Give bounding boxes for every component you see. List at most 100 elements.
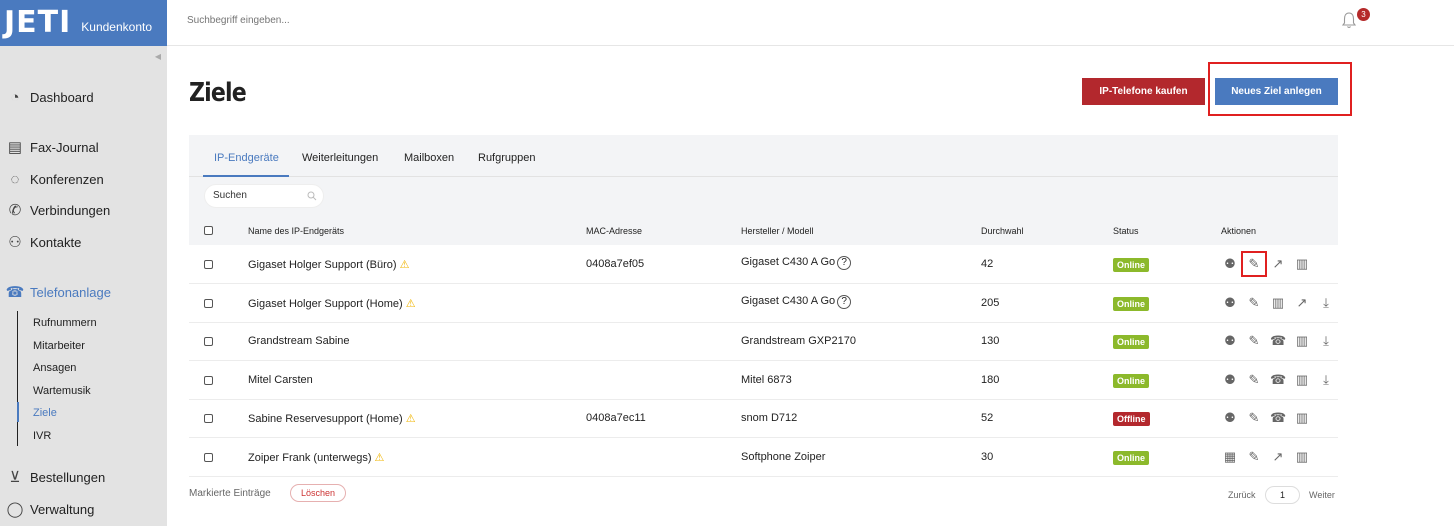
delete-icon[interactable]: ▥: [1295, 333, 1309, 349]
notification-badge: 3: [1357, 8, 1370, 21]
edit-icon[interactable]: ✎: [1248, 371, 1260, 387]
call-forward-icon[interactable]: ↗: [1296, 294, 1308, 310]
sidebar-item-label: Bestellungen: [30, 469, 106, 485]
call-forward-icon[interactable]: ↗: [1272, 449, 1284, 464]
device-name[interactable]: Sabine Reservesupport (Home) ⚠: [248, 412, 416, 425]
tab-mailboxen[interactable]: Mailboxen: [404, 152, 455, 164]
desk-phone-icon[interactable]: ☎: [1270, 410, 1286, 426]
sidebar-item-konferenzen[interactable]: ◌ Konferenzen: [0, 169, 167, 189]
new-target-button[interactable]: Neues Ziel anlegen: [1215, 78, 1338, 105]
sidebar-item-fax-journal[interactable]: ▤ Fax-Journal: [0, 137, 167, 157]
model: Mitel 6873: [741, 374, 792, 386]
sidebar-item-label: Telefonanlage: [30, 284, 111, 300]
sidebar-item-label: Fax-Journal: [30, 139, 99, 155]
delete-icon[interactable]: ▥: [1295, 371, 1309, 387]
row-checkbox[interactable]: [204, 337, 213, 347]
pbx-icon: ☎: [5, 284, 25, 301]
row-checkbox[interactable]: [204, 375, 213, 385]
page-number-input[interactable]: 1: [1265, 486, 1300, 504]
sidebar-item-dashboard[interactable]: ◔ Dashboard: [0, 87, 167, 107]
device-name-text: Sabine Reservesupport (Home): [248, 413, 403, 426]
edit-icon[interactable]: ✎: [1248, 449, 1260, 464]
delete-selected-button[interactable]: Löschen: [290, 484, 347, 502]
warning-icon: ⚠: [399, 259, 410, 271]
delete-icon[interactable]: ▥: [1271, 294, 1285, 310]
sidebar-item-telefonanlage[interactable]: ☎ Telefonanlage: [0, 282, 167, 302]
select-all-checkbox[interactable]: [204, 226, 213, 235]
sidebar-item-kontakte[interactable]: ⚇ Kontakte: [0, 232, 167, 252]
dashboard-icon: ◔: [10, 88, 20, 106]
delete-icon[interactable]: ▥: [1295, 449, 1309, 464]
tab-ip-endgeraete[interactable]: IP-Endgeräte: [214, 152, 279, 164]
sidebar-item-verwaltung[interactable]: ◯ Verwaltung: [0, 499, 167, 519]
device-name[interactable]: Gigaset Holger Support (Home) ⚠: [248, 297, 416, 310]
provision-icon[interactable]: ⤓: [1323, 294, 1329, 310]
user-settings-icon[interactable]: ⚉: [1224, 371, 1236, 387]
status-badge: Offline: [1113, 412, 1150, 427]
row-actions: ⚉ ✎ ↗ ▥: [1222, 251, 1310, 277]
sidebar-item-label: Konferenzen: [30, 171, 104, 187]
col-mac[interactable]: MAC-Adresse: [586, 226, 643, 236]
status-badge: Online: [1113, 258, 1150, 272]
edit-icon[interactable]: ✎: [1248, 333, 1260, 349]
warning-icon: ⚠: [405, 413, 416, 426]
next-page-link[interactable]: Weiter: [1309, 490, 1335, 500]
row-checkbox[interactable]: [204, 414, 213, 424]
col-model[interactable]: Hersteller / Modell: [741, 226, 814, 236]
model-text: snom D712: [741, 412, 798, 425]
prev-page-link[interactable]: Zurück: [1228, 490, 1256, 500]
device-name[interactable]: Zoiper Frank (unterwegs) ⚠: [248, 451, 384, 464]
edit-icon[interactable]: ✎: [1241, 251, 1267, 277]
submenu-item-mitarbeiter[interactable]: Mitarbeiter: [33, 339, 85, 352]
tab-rufgruppen[interactable]: Rufgruppen: [478, 152, 536, 164]
row-actions: ⚉ ✎ ▥ ↗ ⤓: [1222, 295, 1334, 311]
table-row: Zoiper Frank (unterwegs) ⚠ Softphone Zoip…: [189, 438, 1338, 477]
logo[interactable]: JETI Kundenkonto: [0, 0, 167, 46]
qr-code-icon[interactable]: ▦: [1223, 449, 1237, 464]
delete-icon[interactable]: ▥: [1295, 410, 1309, 426]
row-checkbox[interactable]: [204, 298, 213, 308]
submenu-item-ziele[interactable]: Ziele: [33, 407, 57, 420]
submenu-item-ivr[interactable]: IVR: [33, 430, 52, 442]
user-settings-icon[interactable]: ⚉: [1224, 333, 1236, 349]
device-name[interactable]: Gigaset Holger Support (Büro) ⚠: [248, 258, 409, 271]
edit-icon[interactable]: ✎: [1248, 294, 1260, 310]
user-settings-icon[interactable]: ⚉: [1224, 410, 1236, 426]
user-settings-icon[interactable]: ⚉: [1224, 256, 1236, 271]
table-search-input[interactable]: Suchen: [204, 184, 324, 208]
collapse-sidebar-icon[interactable]: ◀: [154, 52, 161, 61]
user-settings-icon[interactable]: ⚉: [1224, 294, 1236, 310]
help-icon[interactable]: ?: [837, 256, 852, 270]
device-name[interactable]: Grandstream Sabine: [248, 335, 350, 347]
delete-icon[interactable]: ▥: [1295, 256, 1309, 271]
device-name[interactable]: Mitel Carsten: [248, 374, 313, 386]
global-search-input[interactable]: [187, 15, 487, 26]
sidebar-item-verbindungen[interactable]: ✆ Verbindungen: [0, 200, 167, 220]
tab-weiterleitungen[interactable]: Weiterleitungen: [302, 152, 379, 164]
mac-address: 0408a7ef05: [586, 258, 645, 270]
desk-phone-icon[interactable]: ☎: [1270, 333, 1286, 349]
status-badge: Online: [1113, 451, 1150, 465]
bell-icon[interactable]: [1341, 11, 1357, 29]
help-icon[interactable]: ?: [837, 294, 852, 309]
col-name[interactable]: Name des IP-Endgeräts: [248, 226, 345, 236]
cart-icon: ⊻: [9, 469, 21, 486]
sidebar-item-label: Verwaltung: [30, 501, 95, 517]
submenu-item-rufnummern[interactable]: Rufnummern: [33, 317, 97, 329]
sidebar-item-bestellungen[interactable]: ⊻ Bestellungen: [0, 467, 167, 487]
col-extension[interactable]: Durchwahl: [981, 226, 1024, 236]
submenu-item-ansagen[interactable]: Ansagen: [33, 362, 77, 375]
marked-entries-label: Markierte Einträge: [189, 488, 271, 499]
edit-icon[interactable]: ✎: [1248, 410, 1260, 426]
submenu-item-wartemusik[interactable]: Wartemusik: [33, 384, 91, 397]
sidebar-item-label: Kontakte: [30, 234, 82, 250]
row-checkbox[interactable]: [204, 260, 213, 269]
call-forward-icon[interactable]: ↗: [1272, 256, 1284, 271]
provision-icon[interactable]: ⤓: [1323, 333, 1329, 349]
provision-icon[interactable]: ⤓: [1323, 371, 1329, 387]
buy-ip-phones-button[interactable]: IP-Telefone kaufen: [1082, 78, 1205, 105]
desk-phone-icon[interactable]: ☎: [1270, 371, 1286, 387]
row-checkbox[interactable]: [204, 453, 213, 462]
active-tab-indicator: [203, 175, 289, 177]
model-text: Mitel 6873: [741, 373, 792, 386]
